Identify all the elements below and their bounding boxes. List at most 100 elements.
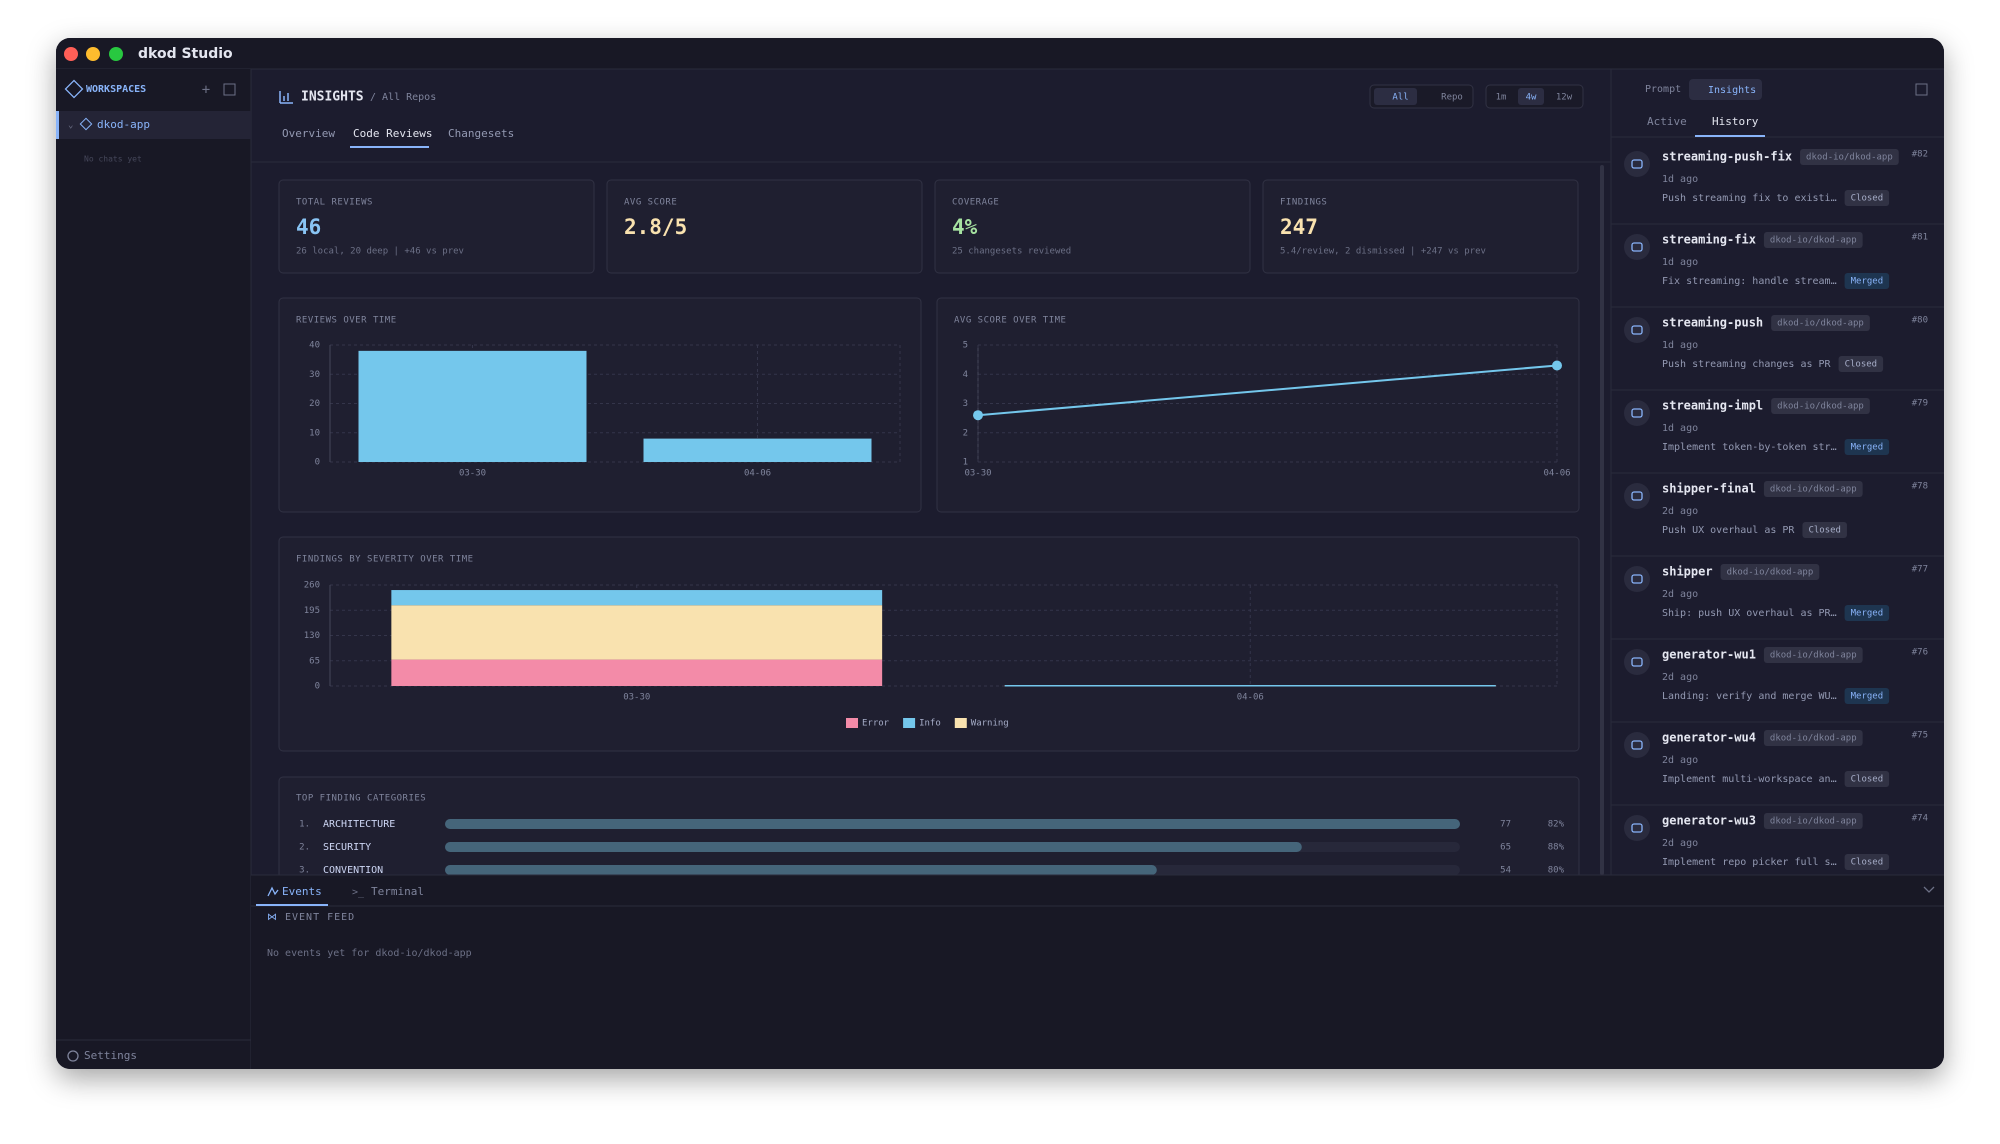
item-name: streaming-push-fix — [1662, 150, 1792, 164]
stack-segment — [391, 659, 883, 686]
scrollbar[interactable] — [1600, 165, 1604, 875]
item-description: Implement multi-workspace an… — [1662, 774, 1837, 785]
range-active — [1518, 88, 1544, 105]
status-badge: Closed — [1808, 526, 1841, 536]
item-number: #80 — [1912, 316, 1928, 326]
item-icon-bg — [1624, 649, 1650, 675]
repo-badge-bg — [1763, 647, 1863, 663]
status-badge-bg — [1838, 356, 1884, 372]
bottom-tab[interactable]: Terminal — [371, 885, 424, 898]
y-tick-label: 40 — [309, 341, 320, 351]
collapse-button[interactable] — [223, 83, 236, 96]
item-name: streaming-push — [1662, 316, 1763, 330]
range-button[interactable]: 1m — [1496, 93, 1507, 103]
y-tick-label: 4 — [963, 370, 968, 380]
x-tick-label: 04-06 — [1237, 693, 1264, 703]
feed-empty: No events yet for dkod-io/dkod-app — [267, 948, 472, 959]
panel-tab[interactable]: Prompt — [1645, 84, 1681, 95]
history-item[interactable]: generator-wu4 dkod-io/dkod-app #75 2d ago Im… — [1611, 730, 1944, 806]
history-item[interactable]: streaming-push dkod-io/dkod-app #80 1d ago P… — [1611, 315, 1944, 391]
y-tick-label: 0 — [315, 682, 320, 692]
category-name: CONVENTION — [323, 865, 383, 876]
item-icon — [1631, 408, 1643, 418]
repo-badge-bg — [1800, 149, 1899, 165]
sidebar-section: WORKSPACES — [86, 84, 146, 95]
history-item[interactable]: shipper-final dkod-io/dkod-app #78 2d ago Pu… — [1611, 481, 1944, 557]
status-badge-bg — [1844, 854, 1890, 870]
settings-link[interactable]: Settings — [84, 1049, 137, 1062]
zoom-button[interactable] — [109, 47, 123, 61]
y-tick-label: 1 — [963, 458, 968, 468]
bottom-tab[interactable]: Events — [282, 885, 322, 898]
y-tick-label: 195 — [304, 606, 320, 616]
point — [973, 410, 983, 421]
panel-subtab[interactable]: Active — [1647, 115, 1687, 128]
status-badge: Merged — [1851, 692, 1884, 702]
close-button[interactable] — [64, 47, 78, 61]
repo-badge: dkod-io/dkod-app — [1777, 319, 1864, 329]
bottom-panel — [251, 875, 1944, 1069]
item-description: Push streaming fix to existi… — [1662, 193, 1837, 204]
item-number: #75 — [1912, 731, 1928, 741]
filter-button[interactable]: Repo — [1441, 93, 1463, 103]
stat-value: 2.8/5 — [624, 215, 687, 239]
range-button[interactable]: 12w — [1556, 93, 1573, 103]
item-name: generator-wu1 — [1662, 648, 1756, 662]
collapse-chevron[interactable] — [1923, 886, 1935, 893]
page-tab[interactable]: Overview — [282, 127, 335, 140]
repo-badge-bg — [1763, 232, 1863, 248]
add-button[interactable]: + — [202, 82, 210, 98]
page-tab[interactable]: Changesets — [448, 127, 514, 140]
panel-tab[interactable]: Insights — [1708, 85, 1756, 96]
item-icon — [1631, 740, 1643, 750]
tab-underline — [350, 146, 429, 148]
range-button[interactable]: 4w — [1526, 93, 1537, 103]
history-item[interactable]: streaming-impl dkod-io/dkod-app #79 1d ago I… — [1611, 398, 1944, 474]
item-icon-bg — [1624, 566, 1650, 592]
y-tick-label: 30 — [309, 370, 320, 380]
item-name: streaming-impl — [1662, 399, 1763, 413]
item-number: #81 — [1912, 233, 1928, 243]
minimize-button[interactable] — [86, 47, 100, 61]
item-description: Landing: verify and merge WU… — [1662, 691, 1837, 702]
page-tab[interactable]: Code Reviews — [353, 127, 432, 140]
item-name: generator-wu3 — [1662, 814, 1756, 828]
panel-subtab[interactable]: History — [1712, 115, 1759, 128]
item-name: shipper — [1662, 565, 1713, 579]
history-item[interactable]: shipper dkod-io/dkod-app #77 2d ago Ship: pu… — [1611, 564, 1944, 640]
stat-value: 247 — [1280, 215, 1318, 239]
legend-swatch — [954, 718, 967, 728]
stat-label: COVERAGE — [952, 198, 999, 208]
status-badge: Merged — [1851, 609, 1884, 619]
history-item[interactable]: generator-wu1 dkod-io/dkod-app #76 2d ago La… — [1611, 647, 1944, 723]
history-item[interactable]: generator-wu3 dkod-io/dkod-app #74 2d ago Im… — [1611, 813, 1944, 888]
events-icon — [267, 886, 279, 897]
item-icon-bg — [1624, 815, 1650, 841]
item-time: 2d ago — [1662, 672, 1698, 683]
repo-badge: dkod-io/dkod-app — [1777, 402, 1864, 412]
history-item[interactable]: streaming-fix dkod-io/dkod-app #81 1d ago Fi… — [1611, 232, 1944, 308]
item-icon-bg — [1624, 151, 1650, 177]
y-tick-label: 130 — [304, 631, 320, 641]
panel-toggle[interactable] — [1915, 83, 1928, 96]
page-scope: / All Repos — [370, 92, 436, 103]
item-number: #74 — [1912, 814, 1928, 824]
sidebar-empty: No chats yet — [84, 155, 142, 164]
status-badge: Merged — [1851, 443, 1884, 453]
item-icon — [1631, 574, 1643, 584]
rank: 2. — [299, 843, 310, 853]
item-description: Ship: push UX overhaul as PR… — [1662, 608, 1837, 619]
stat-detail: 5.4/review, 2 dismissed | +247 vs prev — [1280, 247, 1486, 257]
item-time: 1d ago — [1662, 423, 1698, 434]
layers-icon — [64, 79, 84, 99]
item-description: Fix streaming: handle stream… — [1662, 276, 1837, 287]
workspace-name[interactable]: dkod-app — [97, 118, 150, 131]
filter-button[interactable]: All — [1392, 93, 1408, 103]
tab-underline — [1695, 135, 1765, 137]
workspace-row[interactable] — [56, 111, 251, 139]
title-bar — [56, 38, 1944, 69]
repo-badge: dkod-io/dkod-app — [1727, 568, 1814, 578]
history-item[interactable]: streaming-push-fix dkod-io/dkod-app #82 1d … — [1611, 149, 1944, 225]
stack-segment — [391, 590, 883, 606]
